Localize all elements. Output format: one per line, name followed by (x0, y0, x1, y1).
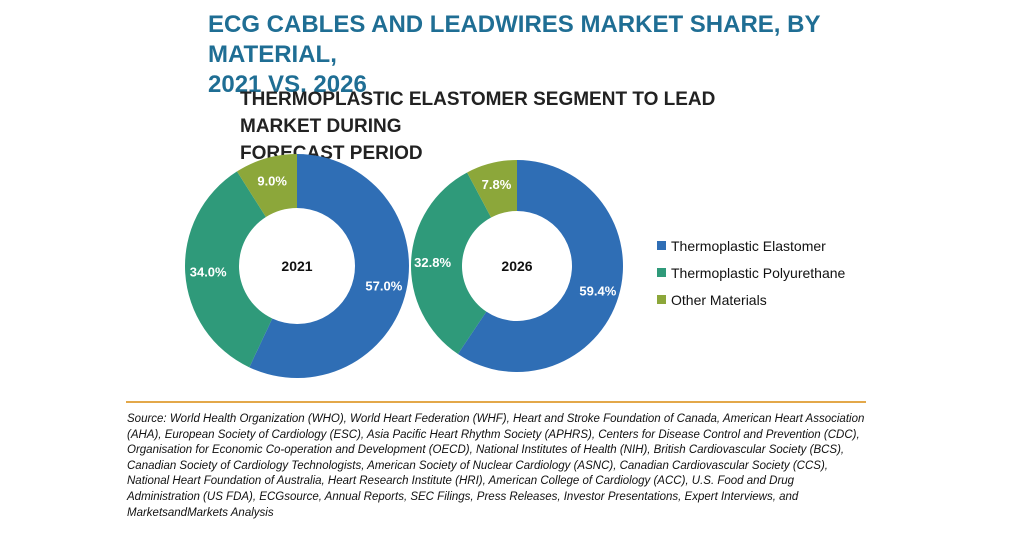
donut-2026-label-thermoplastic-polyurethane: 32.8% (414, 255, 451, 270)
donut-2026-slice-other-materials (467, 159, 517, 218)
donut-2021-label-thermoplastic-elastomer: 57.0% (365, 278, 402, 293)
legend-label-other-materials: Other Materials (671, 291, 767, 308)
source-divider (126, 401, 866, 403)
donut-2026-slice-thermoplastic-polyurethane (411, 172, 492, 355)
donut-center-label-2026: 2026 (501, 258, 532, 274)
chart-title-line-2: 2021 VS. 2026 (208, 71, 367, 98)
donut-2021-slice-thermoplastic-elastomer (249, 154, 409, 378)
donut-2026-slice-thermoplastic-elastomer (457, 160, 624, 372)
legend-swatch-thermoplastic-polyurethane (657, 268, 666, 277)
legend-swatch-thermoplastic-elastomer (657, 241, 666, 250)
legend-label-thermoplastic-polyurethane: Thermoplastic Polyurethane (671, 264, 846, 281)
legend-label-thermoplastic-elastomer: Thermoplastic Elastomer (671, 237, 826, 254)
donut-2021-slice-thermoplastic-polyurethane (185, 171, 273, 368)
donut-center-label-2021: 2021 (281, 258, 312, 274)
legend-item-other-materials: Other Materials (657, 286, 845, 313)
legend-item-thermoplastic-polyurethane: Thermoplastic Polyurethane (657, 259, 845, 286)
chart-title: ECG CABLES AND LEADWIRES MARKET SHARE, B… (208, 10, 888, 100)
donut-2021-label-other-materials: 9.0% (257, 174, 287, 189)
legend-swatch-other-materials (657, 295, 666, 304)
chart-title-line-1: ECG CABLES AND LEADWIRES MARKET SHARE, B… (208, 11, 821, 68)
donut-2021-slice-other-materials (236, 154, 297, 218)
donut-2026-label-thermoplastic-elastomer: 59.4% (579, 284, 616, 299)
chart-legend: Thermoplastic Elastomer Thermoplastic Po… (657, 232, 845, 313)
legend-item-thermoplastic-elastomer: Thermoplastic Elastomer (657, 232, 845, 259)
source-note: Source: World Health Organization (WHO),… (127, 413, 865, 519)
donut-2026-label-other-materials: 7.8% (482, 177, 512, 192)
donut-2021-label-thermoplastic-polyurethane: 34.0% (190, 265, 227, 280)
chart-subtitle-line-1: THERMOPLASTIC ELASTOMER SEGMENT TO LEAD … (240, 89, 716, 137)
